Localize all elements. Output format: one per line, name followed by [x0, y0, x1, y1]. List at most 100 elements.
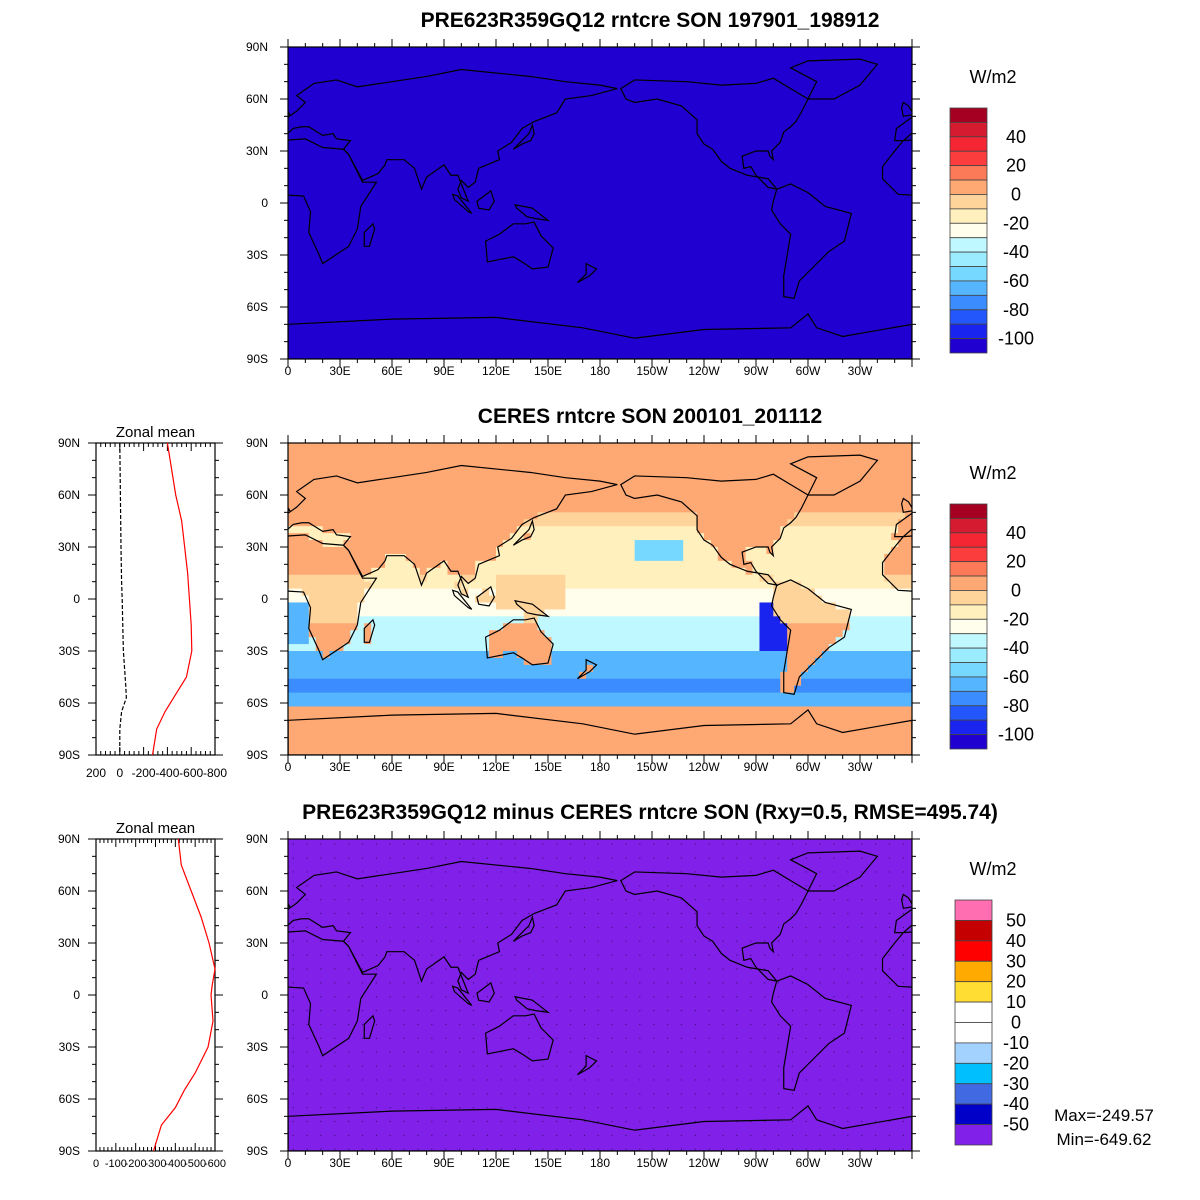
field-cell — [551, 727, 559, 735]
field-cell — [426, 505, 435, 513]
field-cell — [502, 567, 511, 576]
units-label: W/m2 — [970, 67, 1017, 87]
stipple-dot — [556, 912, 558, 915]
field-cell — [433, 692, 442, 701]
field-cell — [710, 706, 719, 714]
field-cell — [294, 505, 303, 513]
field-cell — [648, 505, 656, 513]
field-cell — [392, 498, 400, 506]
field-cell — [905, 609, 912, 617]
field-cell — [738, 595, 747, 603]
field-cell — [392, 505, 400, 513]
field-cell — [315, 734, 324, 742]
field-cell — [780, 533, 788, 541]
field-cell — [433, 484, 442, 493]
field-cell — [801, 560, 809, 569]
stipple-dot — [306, 912, 308, 915]
stipple-dot — [375, 954, 377, 956]
field-cell — [475, 567, 483, 576]
field-cell — [683, 706, 691, 714]
field-cell — [392, 713, 400, 721]
field-cell — [808, 657, 816, 666]
field-cell — [842, 512, 851, 520]
field-cell — [579, 713, 587, 721]
field-cell — [620, 609, 629, 617]
field-cell — [461, 540, 469, 548]
field-cell — [787, 547, 795, 555]
field-cell — [780, 588, 788, 597]
field-cell — [627, 692, 636, 701]
field-cell — [641, 581, 650, 590]
field-cell — [551, 685, 559, 694]
field-cell — [544, 588, 552, 597]
field-cell — [502, 623, 511, 631]
field-cell — [863, 560, 871, 569]
field-cell — [392, 533, 400, 541]
field-cell — [343, 616, 351, 624]
field-cell — [565, 581, 573, 590]
field-cell — [814, 616, 823, 624]
field-cell — [662, 609, 670, 617]
field-cell — [398, 491, 407, 499]
field-cell — [322, 671, 331, 680]
field-cell — [572, 463, 580, 472]
field-cell — [329, 456, 338, 465]
field-cell — [398, 533, 407, 541]
field-cell — [565, 449, 573, 458]
field-cell — [447, 540, 455, 548]
field-cell — [766, 685, 774, 694]
field-cell — [697, 560, 705, 569]
field-cell — [530, 512, 539, 520]
field-cell — [530, 692, 539, 701]
field-cell — [898, 671, 906, 680]
field-cell — [544, 540, 552, 548]
field-cell — [482, 491, 490, 499]
stipple-dot — [472, 1093, 475, 1095]
field-cell — [392, 630, 400, 638]
field-cell — [350, 734, 358, 742]
field-cell — [710, 623, 719, 631]
field-cell — [773, 657, 781, 666]
field-cell — [586, 456, 594, 465]
field-cell — [392, 443, 400, 451]
field-cell — [600, 581, 608, 590]
field-cell — [475, 470, 483, 479]
field-cell — [364, 685, 372, 694]
stipple-dot — [361, 926, 364, 929]
stipple-dot — [389, 885, 391, 887]
field-cell — [662, 720, 670, 728]
field-cell — [856, 443, 864, 451]
stipple-dot — [445, 996, 447, 998]
field-cell — [579, 491, 587, 499]
field-cell — [294, 651, 303, 659]
stipple-dot — [375, 1120, 377, 1123]
stipple-dot — [597, 968, 599, 970]
field-cell — [690, 644, 698, 652]
field-cell — [662, 505, 670, 513]
field-cell — [787, 741, 795, 749]
field-cell — [856, 699, 864, 707]
stipple-dot — [459, 1051, 461, 1053]
field-cell — [371, 678, 379, 687]
field-cell — [447, 741, 455, 749]
field-cell — [530, 588, 539, 597]
field-cell — [537, 540, 546, 548]
field-cell — [821, 449, 830, 458]
field-cell — [288, 616, 296, 624]
stipple-dot — [292, 1037, 294, 1039]
field-cell — [357, 706, 365, 714]
field-cell — [468, 588, 476, 597]
field-cell — [502, 470, 511, 479]
field-cell — [426, 560, 435, 569]
stipple-dot — [292, 1079, 294, 1081]
stipple-dot — [583, 1107, 586, 1109]
field-cell — [489, 678, 497, 687]
lon-label: 30W — [848, 760, 873, 774]
field-cell — [697, 713, 705, 721]
field-cell — [579, 678, 587, 687]
stipple-dot — [556, 926, 558, 929]
field-cell — [558, 706, 566, 714]
field-cell — [731, 657, 740, 666]
field-cell — [669, 540, 677, 548]
field-cell — [440, 720, 448, 728]
